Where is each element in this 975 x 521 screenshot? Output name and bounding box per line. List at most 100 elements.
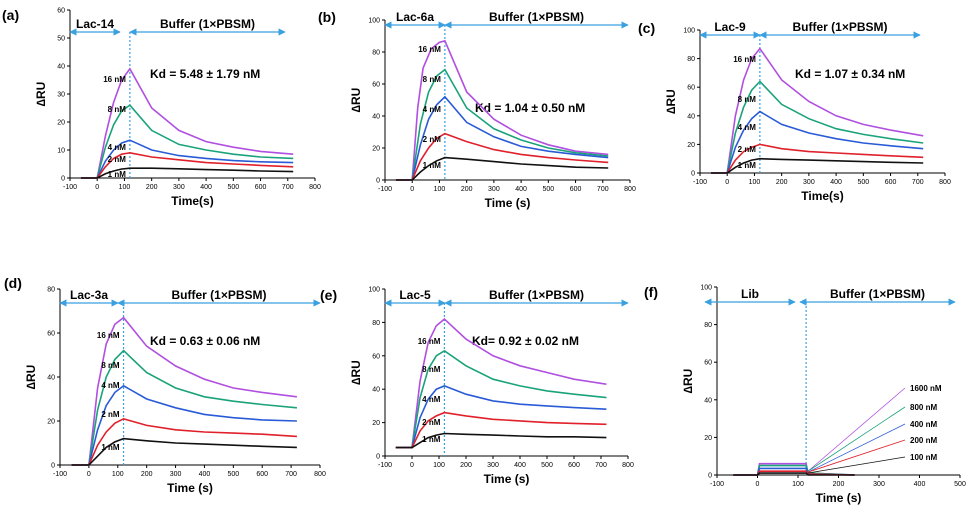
concentration-label: 16 nM — [97, 331, 120, 340]
concentration-label: 8 nM — [738, 95, 757, 104]
y-tick-label: 80 — [372, 50, 380, 57]
legend-label: 1600 nM — [910, 384, 942, 393]
y-tick-label: 0 — [708, 473, 712, 480]
panel-d: (d)-100 0 100 200 300 400 500 600 700 80002040608… — [4, 275, 326, 495]
series-line-4-nm — [395, 385, 607, 449]
x-tick-label: 400 — [199, 471, 211, 478]
y-axis-title: ∆RU — [664, 89, 678, 114]
x-tick-label: 400 — [830, 179, 842, 186]
y-tick-label: 0 — [61, 176, 65, 183]
x-tick-label: 500 — [857, 179, 869, 186]
y-axis-title: ∆RU — [24, 365, 38, 390]
y-tick-label: 0 — [51, 463, 55, 470]
concentration-label: 4 nM — [108, 143, 127, 152]
x-tick-label: 500 — [541, 462, 553, 469]
series-line-2-nm — [71, 417, 297, 466]
x-tick-label: 200 — [461, 186, 473, 193]
x-tick-label: 400 — [914, 481, 926, 488]
series-line-8-nm — [395, 68, 609, 181]
series-line-2-nm — [710, 143, 924, 174]
y-tick-label: 0 — [691, 171, 695, 178]
y-tick-label: 40 — [57, 64, 65, 71]
association-label: Lac-3a — [70, 288, 108, 302]
x-tick-label: 300 — [803, 179, 815, 186]
x-tick-label: -100 — [710, 481, 724, 488]
series-line-8-nm — [80, 104, 294, 179]
x-tick-label: 700 — [595, 462, 607, 469]
series-line-4-nm — [395, 95, 609, 181]
x-tick-label: 300 — [487, 462, 499, 469]
panel-c: (c)-100 0 100 200 300 400 500 600 700 80002040608… — [638, 20, 951, 203]
x-tick-label: 500 — [227, 184, 239, 191]
x-tick-label: 0 — [725, 179, 729, 186]
x-tick-label: -100 — [63, 184, 77, 191]
panel-letter: (b) — [318, 9, 336, 25]
association-label: Lac-6a — [396, 10, 434, 24]
x-tick-label: 800 — [624, 186, 636, 193]
series-line-4-nm — [71, 384, 297, 466]
x-tick-label: 100 — [792, 481, 804, 488]
y-tick-label: 40 — [47, 375, 55, 382]
series-line-2-nm — [395, 411, 607, 449]
y-axis-title: ∆RU — [681, 369, 695, 394]
x-tick-label: 600 — [255, 184, 267, 191]
legend-arrow — [807, 406, 906, 472]
y-tick-label: 100 — [368, 18, 380, 25]
x-tick-label: 100 — [433, 462, 445, 469]
y-tick-label: 60 — [57, 8, 65, 15]
series-line-2-nm — [80, 151, 294, 179]
buffer-label: Buffer (1×PBSM) — [792, 20, 887, 34]
concentration-label: 1 nM — [422, 435, 441, 444]
legend-arrow — [807, 387, 906, 472]
x-tick-label: 800 — [622, 462, 634, 469]
x-tick-label: 700 — [282, 184, 294, 191]
x-tick-label: -100 — [53, 471, 67, 478]
y-tick-label: 20 — [687, 142, 695, 149]
concentration-label: 8 nM — [101, 361, 120, 370]
concentration-label: 16 nM — [103, 75, 126, 84]
y-tick-label: 20 — [372, 420, 380, 427]
kd-label: Kd = 0.63 ± 0.06 nM — [150, 334, 260, 348]
x-tick-label: 100 — [434, 186, 446, 193]
kd-label: Kd = 1.07 ± 0.34 nM — [795, 67, 905, 81]
y-tick-label: 80 — [704, 322, 712, 329]
series-line-16-nm — [395, 39, 609, 181]
y-tick-label: 50 — [57, 36, 65, 43]
panel-e: (e)-100 0 100 200 300 400 500 600 700 80002040608… — [320, 287, 634, 487]
concentration-label: 1 nM — [738, 161, 757, 170]
concentration-label: 8 nM — [108, 105, 127, 114]
series-line-8-nm — [71, 349, 297, 466]
series-line-100-nm — [733, 472, 855, 476]
x-tick-label: 600 — [256, 471, 268, 478]
series-line-4-nm — [80, 139, 294, 179]
panel-a: (a)-100 0 100 200 300 400 500 600 700 80001020304… — [2, 7, 321, 208]
x-tick-label: 200 — [146, 184, 158, 191]
legend-label: 800 nM — [910, 403, 937, 412]
panel-letter: (f) — [644, 284, 658, 300]
y-tick-label: 40 — [372, 387, 380, 394]
y-axis-title: ∆RU — [349, 88, 363, 113]
y-tick-label: 40 — [704, 397, 712, 404]
x-axis-title: Time(s) — [171, 194, 213, 208]
concentration-label: 4 nM — [738, 123, 757, 132]
panel-b: (b)-100 0 100 200 300 400 500 600 700 80002040608… — [318, 9, 636, 210]
y-tick-label: 30 — [57, 92, 65, 99]
y-tick-label: 80 — [372, 320, 380, 327]
y-tick-label: 20 — [704, 435, 712, 442]
y-tick-label: 80 — [47, 287, 55, 294]
x-axis-title: Time (s) — [167, 481, 213, 495]
panel-letter: (c) — [638, 20, 655, 36]
legend-arrow — [807, 423, 906, 473]
x-tick-label: 500 — [954, 481, 966, 488]
kd-label: Kd = 5.48 ± 1.79 nM — [150, 67, 260, 81]
series-line-1-nm — [71, 437, 297, 466]
concentration-label: 1 nM — [101, 443, 120, 452]
y-tick-label: 20 — [47, 419, 55, 426]
y-tick-label: 100 — [683, 28, 695, 35]
y-tick-label: 60 — [687, 85, 695, 92]
association-label: Lac-9 — [714, 20, 746, 34]
buffer-label: Buffer (1×PBSM) — [171, 288, 266, 302]
legend-label: 400 nM — [910, 420, 937, 429]
x-tick-label: 0 — [410, 186, 414, 193]
x-axis-title: Time (s) — [816, 491, 862, 505]
